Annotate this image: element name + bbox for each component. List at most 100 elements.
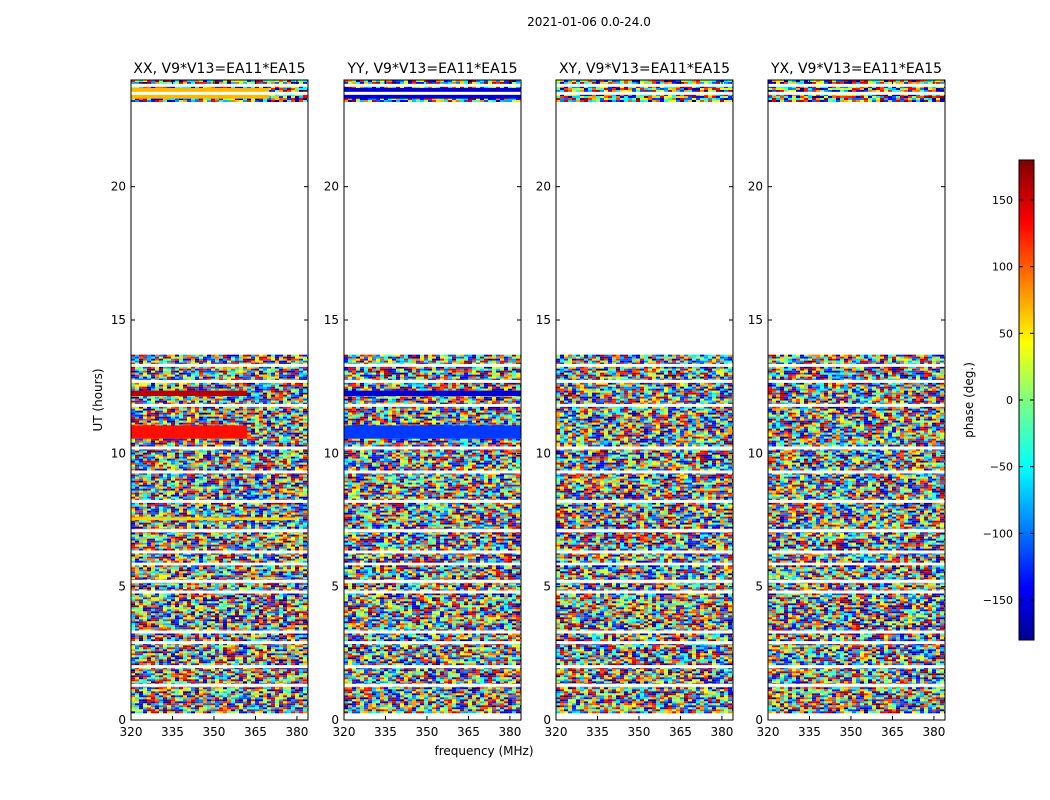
phase-cell: [179, 607, 183, 610]
phase-cell: [243, 667, 247, 670]
phase-cell: [163, 601, 167, 604]
phase-cell: [243, 661, 247, 664]
phase-cell: [271, 396, 275, 399]
phase-cell: [187, 577, 191, 580]
phase-cell: [139, 653, 143, 656]
phase-cell: [147, 402, 151, 405]
phase-cell: [275, 609, 279, 612]
phase-cell: [247, 408, 251, 411]
phase-cell: [251, 711, 255, 714]
phase-cell: [303, 711, 307, 714]
phase-cell: [171, 396, 175, 399]
phase-cell: [271, 661, 275, 664]
phase-cell: [135, 611, 139, 614]
phase-cell: [147, 693, 151, 696]
phase-cell: [287, 386, 291, 389]
phase-cell: [255, 378, 259, 381]
phase-cell: [183, 643, 187, 646]
phase-cell: [151, 675, 155, 678]
phase-cell: [255, 701, 259, 704]
phase-cell: [287, 669, 291, 672]
phase-cell: [227, 376, 231, 379]
phase-cell: [191, 378, 195, 381]
phase-cell: [227, 681, 231, 684]
phase-cell: [267, 647, 271, 650]
phase-cell: [279, 567, 283, 570]
phase-cell: [215, 420, 219, 423]
phase-cell: [259, 611, 263, 614]
phase-cell: [223, 376, 227, 379]
phase-cell: [179, 697, 183, 700]
phase-cell: [267, 396, 271, 399]
phase-cell: [215, 589, 219, 592]
phase-cell: [223, 378, 227, 381]
phase-cell: [263, 703, 267, 706]
phase-cell: [295, 424, 299, 427]
phase-cell: [203, 388, 207, 391]
phase-cell: [191, 368, 195, 371]
phase-cell: [207, 577, 211, 580]
phase-cell: [179, 657, 183, 660]
phase-cell: [187, 418, 191, 421]
phase-cell: [295, 669, 299, 672]
phase-cell: [171, 368, 175, 371]
phase-cell: [291, 615, 295, 618]
phase-cell: [227, 410, 231, 413]
phase-cell: [295, 382, 299, 385]
phase-cell: [175, 400, 179, 403]
phase-cell: [291, 414, 295, 417]
phase-cell: [275, 599, 279, 602]
phase-cell: [275, 619, 279, 622]
phase-cell: [267, 567, 271, 570]
phase-cell: [271, 699, 275, 702]
phase-cell: [159, 655, 163, 658]
phase-cell: [151, 416, 155, 419]
phase-cell: [191, 643, 195, 646]
phase-cell: [135, 567, 139, 570]
phase-cell: [295, 394, 299, 397]
phase-cell: [171, 667, 175, 670]
phase-cell: [215, 601, 219, 604]
phase-cell: [199, 677, 203, 680]
phase-cell: [295, 707, 299, 710]
phase-cell: [187, 627, 191, 630]
phase-cell: [215, 565, 219, 568]
phase-cell: [179, 589, 183, 592]
phase-cell: [247, 356, 251, 359]
phase-cell: [139, 611, 143, 614]
phase-cell: [155, 360, 159, 363]
phase-cell: [211, 667, 215, 670]
phase-cell: [243, 635, 247, 638]
phase-cell: [187, 677, 191, 680]
phase-cell: [259, 420, 263, 423]
phase-cell: [215, 677, 219, 680]
phase-cell: [175, 635, 179, 638]
phase-cell: [223, 697, 227, 700]
phase-cell: [191, 605, 195, 608]
phase-cell: [239, 675, 243, 678]
phase-cell: [187, 583, 191, 586]
phase-cell: [199, 360, 203, 363]
phase-cell: [187, 675, 191, 678]
phase-cell: [287, 569, 291, 572]
phase-cell: [279, 605, 283, 608]
phase-cell: [211, 707, 215, 710]
phase-cell: [255, 414, 259, 417]
phase-cell: [147, 711, 151, 714]
phase-cell: [247, 382, 251, 385]
phase-cell: [155, 681, 159, 684]
phase-cell: [159, 374, 163, 377]
phase-cell: [155, 418, 159, 421]
phase-cell: [211, 589, 215, 592]
phase-cell: [187, 703, 191, 706]
phase-cell: [243, 374, 247, 377]
phase-cell: [207, 398, 211, 401]
phase-cell: [219, 681, 223, 684]
phase-cell: [227, 573, 231, 576]
phase-cell: [235, 565, 239, 568]
phase-cell: [131, 575, 135, 578]
phase-cell: [231, 677, 235, 680]
phase-cell: [263, 601, 267, 604]
phase-cell: [231, 661, 235, 664]
phase-cell: [287, 360, 291, 363]
